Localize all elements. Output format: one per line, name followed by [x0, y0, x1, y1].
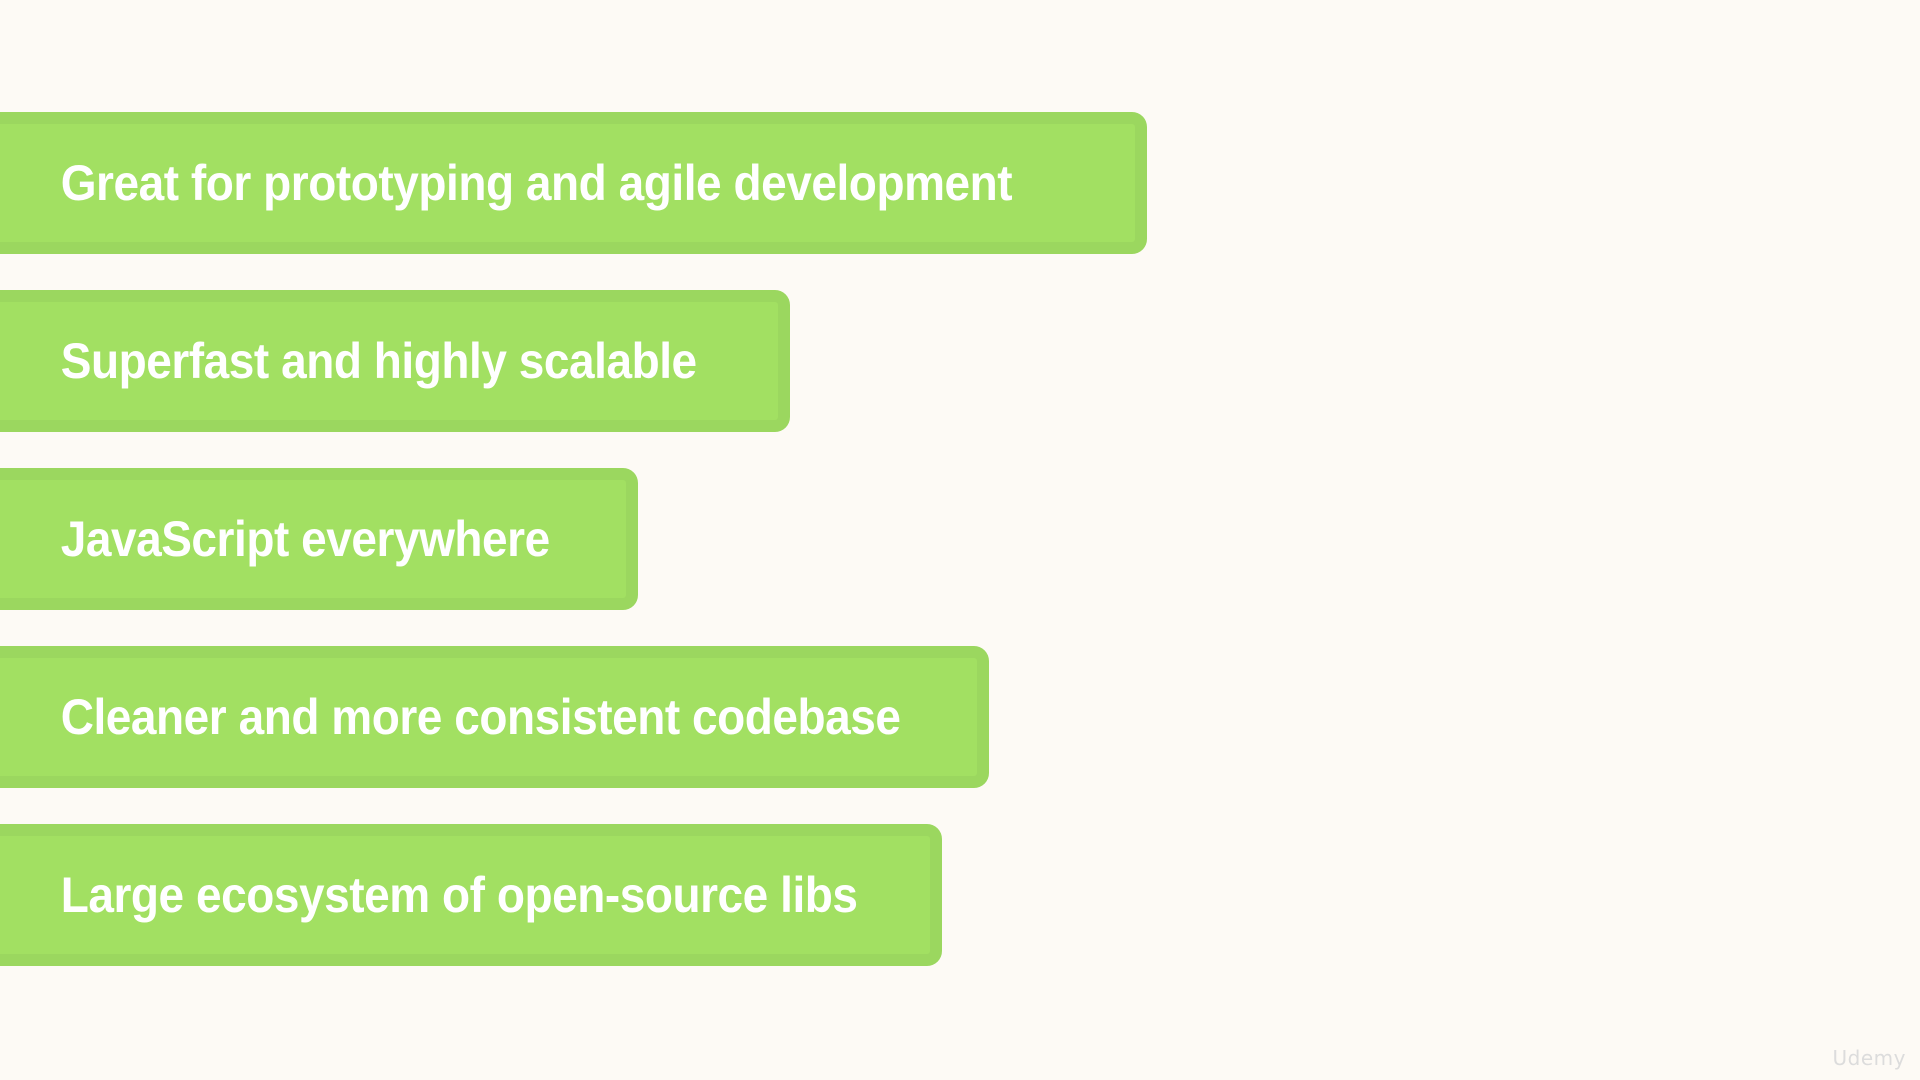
- point-banner-4: Cleaner and more consistent codebase: [0, 646, 989, 788]
- point-label-3: JavaScript everywhere: [60, 511, 550, 567]
- point-label-1: Great for prototyping and agile developm…: [60, 155, 1013, 211]
- udemy-watermark: Udemy: [1832, 1046, 1906, 1070]
- point-label-2: Superfast and highly scalable: [60, 333, 697, 389]
- point-banner-3: JavaScript everywhere: [0, 468, 638, 610]
- point-banner-2: Superfast and highly scalable: [0, 290, 790, 432]
- point-banner-5: Large ecosystem of open-source libs: [0, 824, 942, 966]
- point-label-4: Cleaner and more consistent codebase: [60, 689, 901, 745]
- point-label-5: Large ecosystem of open-source libs: [60, 867, 858, 923]
- point-banner-1: Great for prototyping and agile developm…: [0, 112, 1147, 254]
